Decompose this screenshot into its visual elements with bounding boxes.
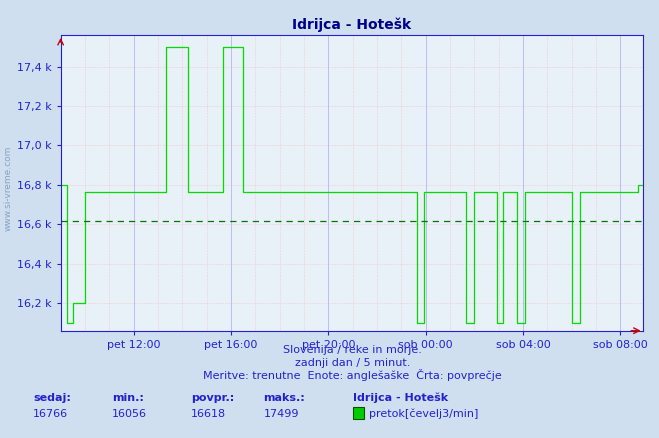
Text: zadnji dan / 5 minut.: zadnji dan / 5 minut. (295, 358, 411, 368)
Text: Meritve: trenutne  Enote: anglešaške  Črta: povprečje: Meritve: trenutne Enote: anglešaške Črta… (203, 369, 502, 381)
Text: 17499: 17499 (264, 409, 299, 419)
Text: povpr.:: povpr.: (191, 393, 235, 403)
Text: www.si-vreme.com: www.si-vreme.com (3, 146, 13, 231)
Text: Slovenija / reke in morje.: Slovenija / reke in morje. (283, 345, 422, 355)
Title: Idrijca - Hotešk: Idrijca - Hotešk (292, 18, 411, 32)
Text: pretok[čevelj3/min]: pretok[čevelj3/min] (369, 409, 478, 419)
Text: 16056: 16056 (112, 409, 147, 419)
Text: 16766: 16766 (33, 409, 68, 419)
Text: sedaj:: sedaj: (33, 393, 71, 403)
Text: Idrijca - Hotešk: Idrijca - Hotešk (353, 392, 447, 403)
Text: 16618: 16618 (191, 409, 226, 419)
Text: maks.:: maks.: (264, 393, 305, 403)
Text: min.:: min.: (112, 393, 144, 403)
